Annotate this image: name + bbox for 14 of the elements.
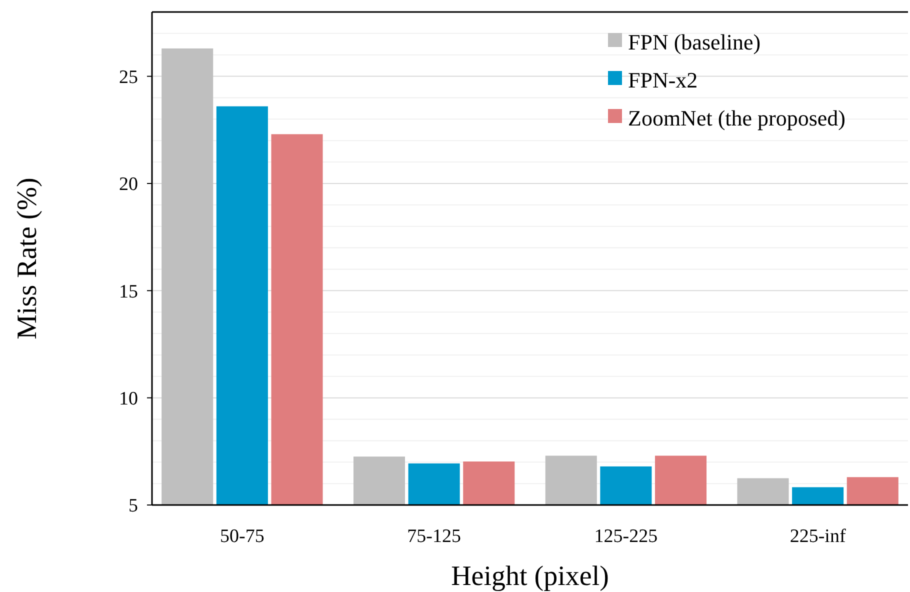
y-axis-title: Miss Rate (%) xyxy=(12,178,43,340)
legend-label: FPN (baseline) xyxy=(628,30,761,55)
y-tick-label: 20 xyxy=(119,174,138,196)
y-tick-label: 10 xyxy=(119,388,138,410)
x-tick-label: 225-inf xyxy=(790,526,846,547)
legend-label: ZoomNet (the proposed) xyxy=(628,106,846,131)
x-axis-title: Height (pixel) xyxy=(451,561,609,592)
y-tick-label: 5 xyxy=(128,496,138,517)
legend-label: FPN-x2 xyxy=(628,68,698,93)
x-tick-label: 75-125 xyxy=(407,526,461,547)
y-tick-label: 25 xyxy=(119,66,138,88)
x-tick-label: 125-225 xyxy=(594,526,658,547)
y-tick-label: 15 xyxy=(119,281,138,302)
x-tick-label: 50-75 xyxy=(220,526,264,547)
